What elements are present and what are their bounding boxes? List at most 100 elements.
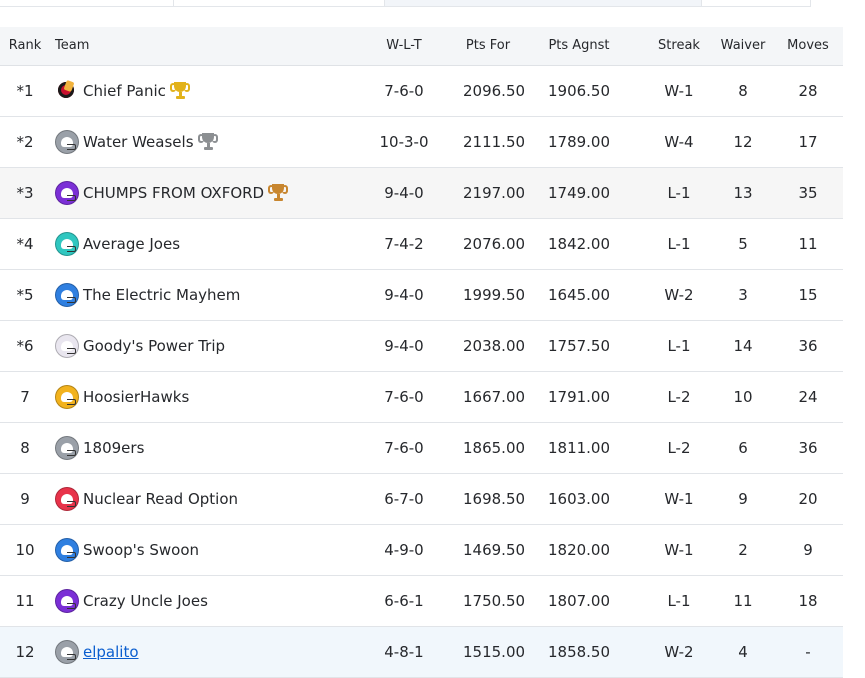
team-helmet-icon[interactable] <box>55 333 79 358</box>
team-cell: CHUMPS FROM OXFORD <box>50 167 345 218</box>
streak-cell: L-2 <box>667 387 691 406</box>
column-header-waiver[interactable]: Waiver <box>713 27 773 66</box>
team-name-link[interactable]: Average Joes <box>83 234 181 253</box>
waiver-cell: 6 <box>738 438 748 457</box>
team-info: CHUMPS FROM OXFORD <box>50 180 345 205</box>
team-name-link[interactable]: Nuclear Read Option <box>83 489 239 508</box>
rank-cell: 12 <box>15 642 35 661</box>
table-row[interactable]: *3 CHUMPS FROM OXFORD 9-4-0 2197.00 1749.00 L… <box>0 167 843 218</box>
tab-3-selected[interactable] <box>385 0 702 7</box>
team-name-link[interactable]: Goody's Power Trip <box>83 336 226 355</box>
moves-cell: - <box>805 642 811 661</box>
team-name-link[interactable]: CHUMPS FROM OXFORD <box>83 183 265 202</box>
team-info: The Electric Mayhem <box>50 282 345 307</box>
tab-1[interactable] <box>0 0 174 7</box>
rank-cell: 10 <box>15 540 35 559</box>
table-row[interactable]: *1 Chief Panic 7-6-0 2096.50 1906.50 W-1 8 28 <box>0 65 843 116</box>
rank-cell: *6 <box>16 336 34 355</box>
team-helmet-icon[interactable] <box>55 129 79 154</box>
team-helmet-icon[interactable] <box>55 639 79 664</box>
table-row[interactable]: 7 HoosierHawks 7-6-0 1667.00 1791.00 L-2 10 24 <box>0 371 843 422</box>
pts-for-cell: 1999.50 <box>463 285 526 304</box>
rank-cell: 9 <box>20 489 30 508</box>
streak-cell: W-2 <box>664 642 694 661</box>
team-name-link[interactable]: elpalito <box>83 642 139 661</box>
team-helmet-icon[interactable] <box>55 537 79 562</box>
column-header-pts-agnst[interactable]: Pts Agnst <box>513 27 645 66</box>
pts-for-cell: 2076.00 <box>463 234 526 253</box>
table-row[interactable]: *5 The Electric Mayhem 9-4-0 1999.50 1645.00… <box>0 269 843 320</box>
waiver-cell: 13 <box>733 183 753 202</box>
team-name-link[interactable]: Swoop's Swoon <box>83 540 200 559</box>
team-cell: Average Joes <box>50 218 345 269</box>
team-helmet-icon[interactable] <box>55 180 79 205</box>
team-helmet-icon[interactable] <box>55 231 79 256</box>
team-cell: Nuclear Read Option <box>50 473 345 524</box>
table-row[interactable]: *6 Goody's Power Trip 9-4-0 2038.00 1757.50 L… <box>0 320 843 371</box>
streak-cell: L-1 <box>667 183 691 202</box>
moves-cell: 24 <box>798 387 818 406</box>
table-row[interactable]: 11 Crazy Uncle Joes 6-6-1 1750.50 1807.00 L-1… <box>0 575 843 626</box>
wlt-cell: 6-6-1 <box>384 591 424 610</box>
table-row[interactable]: 12 elpalito 4-8-1 1515.00 1858.50 W-2 4 - <box>0 626 843 677</box>
table-row[interactable]: *2 Water Weasels 10-3-0 2111.50 1789.00 W-4 12… <box>0 116 843 167</box>
rank-cell: *5 <box>16 285 34 304</box>
pts-agnst-cell: 1820.00 <box>547 540 611 559</box>
column-header-pts-for[interactable]: Pts For <box>463 27 513 66</box>
moves-cell: 18 <box>798 591 818 610</box>
streak-cell: W-1 <box>664 489 694 508</box>
team-name-link[interactable]: Water Weasels <box>83 132 194 151</box>
team-helmet-icon[interactable] <box>55 384 79 409</box>
team-name-link[interactable]: 1809ers <box>83 438 145 457</box>
table-row[interactable]: *4 Average Joes 7-4-2 2076.00 1842.00 L-1 5 11 <box>0 218 843 269</box>
view-tabs <box>0 0 811 7</box>
team-name-link[interactable]: Crazy Uncle Joes <box>83 591 208 610</box>
team-name-link[interactable]: The Electric Mayhem <box>83 285 241 304</box>
streak-cell: L-1 <box>667 591 691 610</box>
table-row[interactable]: 8 1809ers 7-6-0 1865.00 1811.00 L-2 6 36 <box>0 422 843 473</box>
rank-cell: *1 <box>16 81 34 100</box>
moves-cell: 11 <box>798 234 818 253</box>
wlt-cell: 4-8-1 <box>384 642 424 661</box>
team-helmet-icon[interactable] <box>55 435 79 460</box>
moves-cell: 17 <box>798 132 818 151</box>
table-row[interactable]: 10 Swoop's Swoon 4-9-0 1469.50 1820.00 W-1 2 9 <box>0 524 843 575</box>
rank-cell: 8 <box>20 438 30 457</box>
waiver-cell: 12 <box>733 132 753 151</box>
team-cell: 1809ers <box>50 422 345 473</box>
team-cell: Goody's Power Trip <box>50 320 345 371</box>
table-row[interactable]: 9 Nuclear Read Option 6-7-0 1698.50 1603.00 W… <box>0 473 843 524</box>
waiver-cell: 2 <box>738 540 748 559</box>
team-cell: elpalito <box>50 626 345 677</box>
streak-cell: W-2 <box>664 285 694 304</box>
streak-cell: L-1 <box>667 234 691 253</box>
team-info: Chief Panic <box>50 78 345 103</box>
team-helmet-icon[interactable] <box>55 282 79 307</box>
team-cell: Swoop's Swoon <box>50 524 345 575</box>
moves-cell: 20 <box>798 489 818 508</box>
column-header-team[interactable]: Team <box>50 27 345 66</box>
pts-agnst-cell: 1789.00 <box>547 132 611 151</box>
wlt-cell: 7-6-0 <box>384 438 424 457</box>
team-name-link[interactable]: Chief Panic <box>83 81 166 100</box>
rank-cell: 7 <box>20 387 30 406</box>
column-header-streak[interactable]: Streak <box>645 27 713 66</box>
tab-4[interactable] <box>702 0 811 7</box>
tab-2[interactable] <box>174 0 385 7</box>
column-header-moves[interactable]: Moves <box>773 27 843 66</box>
chief-panic-logo-icon[interactable] <box>55 78 79 103</box>
streak-cell: L-1 <box>667 336 691 355</box>
team-info: elpalito <box>50 639 345 664</box>
column-header-wlt[interactable]: W-L-T <box>345 27 463 66</box>
pts-for-cell: 2111.50 <box>463 132 526 151</box>
team-helmet-icon[interactable] <box>55 588 79 613</box>
team-name-link[interactable]: HoosierHawks <box>83 387 190 406</box>
column-header-rank[interactable]: Rank <box>0 27 50 66</box>
pts-for-cell: 1469.50 <box>463 540 526 559</box>
standings-header-row: Rank Team W-L-T Pts For Pts Agnst Streak… <box>0 27 843 66</box>
team-info: Swoop's Swoon <box>50 537 345 562</box>
team-helmet-icon[interactable] <box>55 486 79 511</box>
pts-for-cell: 1865.00 <box>463 438 526 457</box>
pts-for-cell: 1667.00 <box>463 387 526 406</box>
team-info: 1809ers <box>50 435 345 460</box>
